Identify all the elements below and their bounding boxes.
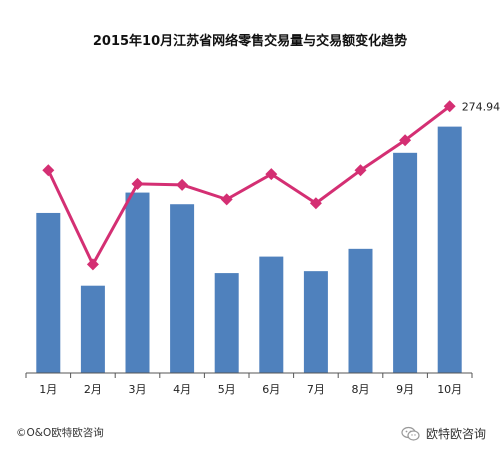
line-path bbox=[46, 105, 451, 266]
line-marker-4 bbox=[176, 178, 189, 191]
last-point-label: 274.94 bbox=[462, 100, 500, 113]
line-marker-7 bbox=[309, 197, 322, 210]
x-tick-label: 6月 bbox=[262, 383, 280, 396]
x-tick-label: 4月 bbox=[173, 383, 191, 396]
line-marker-5 bbox=[220, 193, 233, 206]
line-marker-2 bbox=[86, 258, 99, 271]
bar-5 bbox=[214, 273, 239, 373]
bars-layer bbox=[36, 126, 462, 374]
line-marker-1 bbox=[42, 164, 55, 177]
wechat-icon bbox=[401, 426, 421, 442]
x-tick-label: 10月 bbox=[437, 383, 462, 396]
x-tick-label: 8月 bbox=[352, 383, 370, 396]
bar-1 bbox=[36, 212, 61, 373]
brand-footer: 欧特欧咨询 bbox=[401, 425, 486, 442]
brand-name: 欧特欧咨询 bbox=[425, 427, 486, 441]
x-axis-ticks: 1月 2月 3月 4月 5月 6月 7月 8月 9月 10月 bbox=[25, 373, 473, 396]
x-tick-label: 1月 bbox=[39, 383, 57, 396]
bar-4 bbox=[170, 204, 195, 373]
line-marker-6 bbox=[265, 168, 278, 181]
x-tick-label: 3月 bbox=[129, 383, 147, 396]
x-tick-label: 5月 bbox=[218, 383, 236, 396]
bar-6 bbox=[259, 256, 284, 373]
line-series bbox=[42, 100, 456, 271]
bar-8 bbox=[348, 248, 373, 373]
chart-title: 2015年10月江苏省网络零售交易量与交易额变化趋势 bbox=[93, 33, 407, 49]
x-tick-label: 2月 bbox=[84, 383, 102, 396]
line-marker-8 bbox=[354, 164, 367, 177]
bar-3 bbox=[125, 192, 150, 373]
x-tick-label: 9月 bbox=[396, 383, 414, 396]
bar-7 bbox=[303, 271, 328, 373]
x-tick-label: 7月 bbox=[307, 383, 325, 396]
bar-10 bbox=[437, 126, 462, 374]
line-marker-9 bbox=[399, 134, 412, 147]
line-marker-10 bbox=[443, 100, 456, 113]
bar-2 bbox=[80, 285, 105, 373]
copyright-text: ©O&O欧特欧咨询 bbox=[16, 427, 104, 439]
bar-9 bbox=[393, 152, 418, 373]
line-marker-3 bbox=[131, 177, 144, 190]
labels-layer: 274.94 bbox=[462, 100, 500, 113]
